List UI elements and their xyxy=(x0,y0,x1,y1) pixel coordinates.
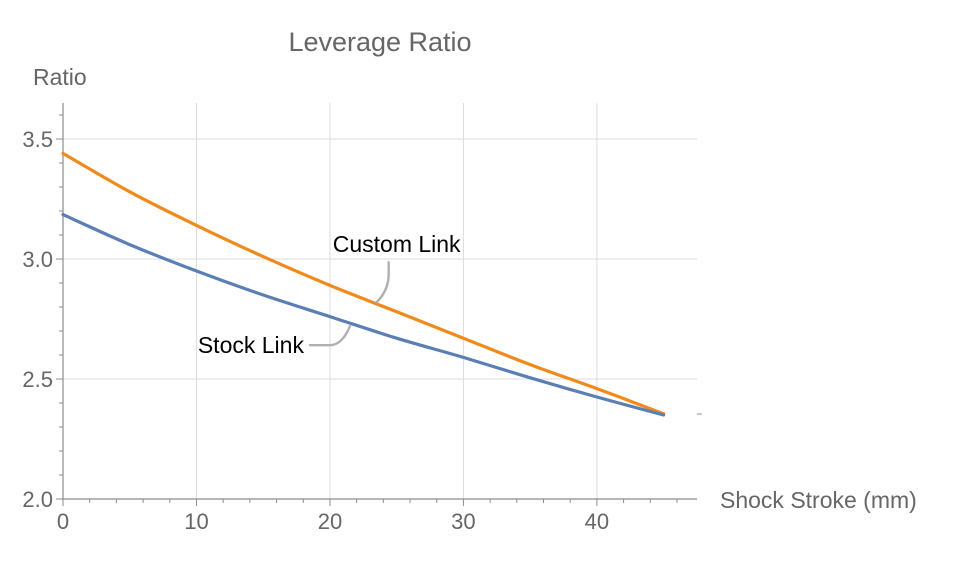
chart-title: Leverage Ratio xyxy=(288,27,471,57)
y-tick-label: 2.0 xyxy=(22,487,53,512)
y-tick-label: 3.5 xyxy=(22,127,53,152)
x-tick-label: 30 xyxy=(451,509,475,534)
y-tick-label: 3.0 xyxy=(22,247,53,272)
ticks: 0 10 20 30 40 2.0 2.5 3.0 3.5 xyxy=(22,114,678,534)
series-line-stock-link xyxy=(61,213,666,417)
axes xyxy=(62,103,697,500)
x-tick-label: 0 xyxy=(57,509,69,534)
x-tick-label: 40 xyxy=(585,509,609,534)
custom-link-callout xyxy=(375,261,390,304)
annotations: Custom Link Stock Link xyxy=(198,231,461,358)
series-line-custom-link xyxy=(61,151,666,416)
series-lines xyxy=(61,151,666,417)
custom-link-label: Custom Link xyxy=(333,231,461,257)
y-tick-label: 2.5 xyxy=(22,367,53,392)
y-axis-label: Ratio xyxy=(33,64,87,90)
x-axis-label: Shock Stroke (mm) xyxy=(720,487,917,513)
x-tick-label: 10 xyxy=(184,509,208,534)
stock-link-label: Stock Link xyxy=(198,332,305,358)
gridlines xyxy=(63,103,697,499)
stock-link-callout xyxy=(308,325,352,347)
x-tick-label: 20 xyxy=(318,509,342,534)
